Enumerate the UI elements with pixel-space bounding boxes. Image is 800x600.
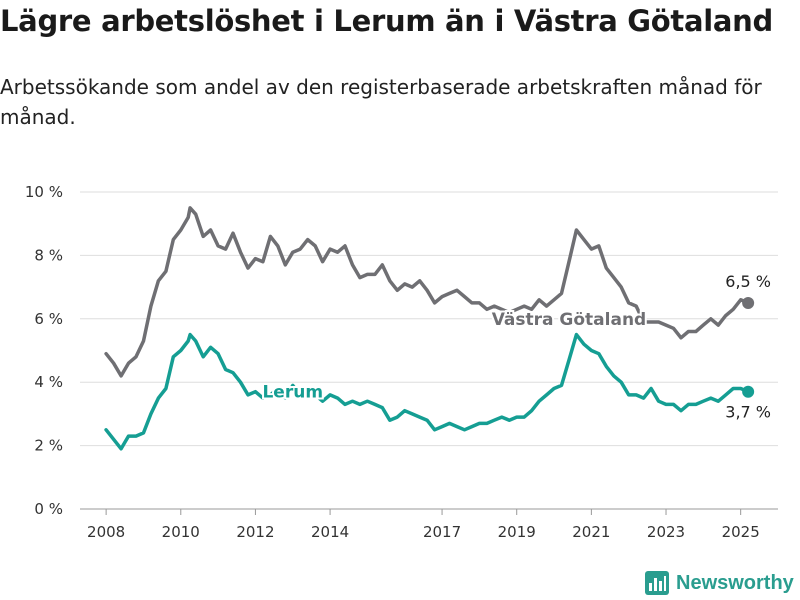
chart-title: Lägre arbetslöshet i Lerum än i Västra G… xyxy=(0,4,773,38)
series-end-label: 3,7 % xyxy=(725,403,771,422)
label-layer: 6,5 % 3,7 % Västra Götaland Lerum xyxy=(260,272,771,422)
brand-name: Newsworthy xyxy=(676,571,794,594)
x-tick-label: 2008 xyxy=(87,523,125,541)
newsworthy-logo: Newsworthy xyxy=(645,568,794,598)
y-tick-label: 10 % xyxy=(25,183,63,201)
series-end-point-1 xyxy=(742,385,755,398)
series-name-label: Västra Götaland xyxy=(492,310,647,330)
grid-lines xyxy=(80,191,778,510)
x-tick-label: 2023 xyxy=(647,523,685,541)
x-tick-label: 2012 xyxy=(236,523,274,541)
x-tick-label: 2014 xyxy=(311,523,349,541)
x-tick-label: 2010 xyxy=(162,523,200,541)
x-tick-label: 2019 xyxy=(498,523,536,541)
series-layer xyxy=(104,206,755,451)
series-name-label: Lerum xyxy=(262,383,323,403)
series-end-label: 6,5 % xyxy=(725,272,771,291)
y-tick-label: 4 % xyxy=(34,373,63,391)
bar-chart-logo-icon xyxy=(645,571,669,595)
series-end-point-0 xyxy=(742,296,755,309)
y-tick-label: 6 % xyxy=(34,310,63,328)
y-tick-label: 0 % xyxy=(34,500,63,518)
y-tick-label: 8 % xyxy=(34,246,63,264)
x-axis: 2008 2010 2012 2014 2017 2019 2021 2023 2025 xyxy=(87,509,760,541)
chart-subtitle: Arbetssökande som andel av den registerb… xyxy=(0,75,762,129)
y-axis: 0 % 2 % 4 % 6 % 8 % 10 % xyxy=(25,183,63,518)
series-line-0 xyxy=(104,206,750,378)
x-tick-label: 2021 xyxy=(572,523,610,541)
y-tick-label: 2 % xyxy=(34,437,63,455)
series-line-1 xyxy=(104,332,750,451)
x-tick-label: 2017 xyxy=(423,523,461,541)
x-tick-label: 2025 xyxy=(722,523,760,541)
